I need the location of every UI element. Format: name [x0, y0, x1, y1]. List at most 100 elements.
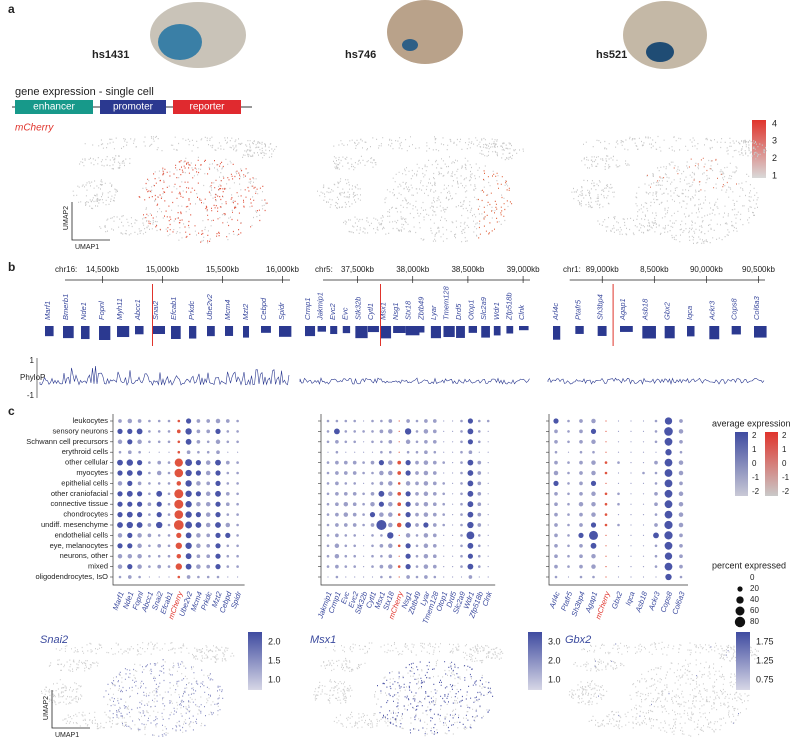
- dot: [371, 482, 374, 485]
- dot: [415, 481, 419, 486]
- dot: [579, 481, 583, 486]
- dot: [630, 534, 632, 537]
- dot: [579, 439, 583, 444]
- dot: [405, 470, 411, 476]
- dot: [478, 419, 481, 423]
- dot: [226, 482, 230, 485]
- dot: [206, 575, 210, 579]
- dot: [591, 460, 596, 465]
- dot: [477, 523, 482, 527]
- dot: [225, 522, 231, 528]
- dot: [388, 460, 393, 465]
- dot: [424, 419, 428, 423]
- dot: [554, 554, 558, 559]
- dot: [185, 428, 192, 435]
- dot: [630, 482, 632, 484]
- dot: [397, 513, 401, 516]
- dot: [664, 520, 673, 530]
- dot: [380, 419, 383, 423]
- dot: [352, 471, 357, 475]
- dot: [185, 469, 192, 477]
- dot: [167, 534, 171, 537]
- dot: [388, 470, 393, 476]
- colorbar-tick: 1.0: [548, 674, 561, 684]
- gene-label: Efcab1: [169, 297, 178, 320]
- dot: [379, 429, 384, 434]
- dot: [388, 429, 393, 434]
- cell-type-label: mixed: [88, 562, 108, 571]
- dot: [592, 450, 595, 454]
- colorbar-tick: 3.0: [548, 636, 561, 646]
- dot: [630, 420, 632, 422]
- dot: [398, 441, 400, 443]
- dot: [642, 534, 645, 537]
- dot: [443, 420, 445, 422]
- gene-label: Evc2: [328, 302, 337, 320]
- dot: [460, 523, 463, 527]
- legend-title: percent expressed: [712, 560, 786, 570]
- dot: [137, 511, 143, 518]
- dot: [460, 576, 463, 578]
- dot: [326, 565, 330, 568]
- dot: [642, 471, 645, 475]
- dot: [335, 481, 339, 486]
- dot: [225, 460, 230, 465]
- dot: [579, 523, 583, 527]
- dot: [605, 441, 607, 443]
- panel-label: a: [8, 2, 15, 16]
- dot: [406, 450, 410, 454]
- dot: [197, 450, 200, 454]
- dot: [157, 482, 161, 485]
- dot: [147, 523, 152, 527]
- gene-model: [189, 326, 197, 339]
- gene-label: Cops8: [730, 297, 739, 320]
- dot: [388, 501, 393, 507]
- dot: [176, 532, 182, 539]
- dot: [567, 492, 570, 496]
- dot: [642, 555, 645, 557]
- dot: [206, 543, 211, 548]
- dot: [398, 430, 400, 432]
- dot: [592, 575, 595, 579]
- dot: [467, 501, 474, 508]
- dot: [167, 554, 171, 558]
- dot: [553, 470, 559, 476]
- enhancer-name: hs746: [345, 49, 376, 61]
- dot: [334, 553, 340, 559]
- dot: [460, 492, 463, 496]
- dot: [215, 553, 221, 559]
- dot: [424, 439, 428, 444]
- dot: [157, 554, 161, 558]
- umap-axis-label: UMAP2: [43, 696, 50, 720]
- dot: [664, 479, 673, 488]
- dot: [579, 564, 583, 569]
- coord-tick-label: 8,500kb: [640, 265, 669, 274]
- dot: [487, 566, 489, 568]
- dot: [156, 490, 163, 497]
- dot: [344, 482, 348, 485]
- dot: [655, 451, 657, 453]
- legend-tick: -2: [782, 487, 790, 496]
- dot: [117, 564, 123, 569]
- dot: [236, 502, 239, 506]
- dot: [432, 429, 437, 434]
- dot: [196, 533, 201, 538]
- dot: [477, 502, 482, 507]
- dot: [617, 451, 620, 453]
- dot: [478, 565, 481, 568]
- dot: [335, 512, 339, 517]
- dot: [205, 512, 211, 517]
- umap-points-expressing: [594, 643, 739, 724]
- dot: [617, 492, 620, 496]
- dot: [196, 439, 201, 444]
- coord-tick-label: 38,000kb: [396, 265, 429, 274]
- dot: [148, 451, 150, 453]
- umap-axes: [51, 690, 90, 729]
- dot: [664, 552, 673, 560]
- coord-tick-label: 15,500kb: [206, 265, 239, 274]
- dot: [148, 482, 151, 485]
- gene-model: [418, 326, 425, 333]
- dot: [665, 449, 672, 456]
- dot: [127, 418, 133, 424]
- gene-label: Zfp518b: [504, 292, 513, 321]
